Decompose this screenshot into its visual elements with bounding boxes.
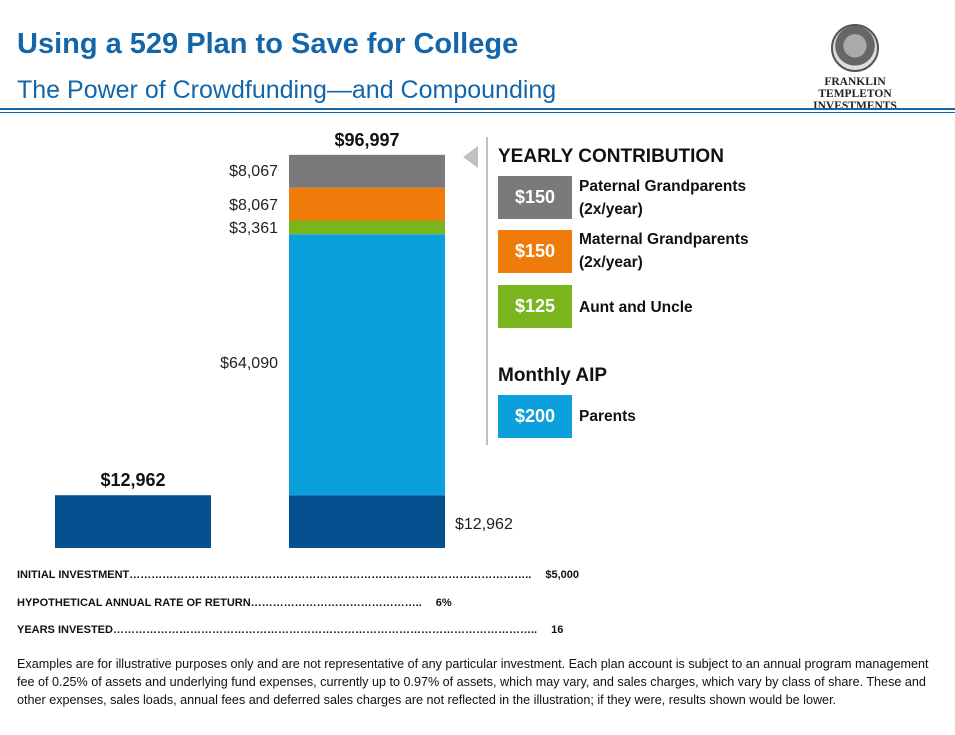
bar-segment bbox=[289, 187, 445, 221]
bar-segment bbox=[289, 154, 445, 188]
legend-label-aunt-uncle: Aunt and Uncle bbox=[579, 299, 693, 316]
legend-line: Paternal Grandparents bbox=[579, 178, 747, 195]
legend-swatch-aunt-uncle: $125 bbox=[498, 285, 572, 328]
fact-initial-investment: INITIAL INVESTMENT…………………………………………………………… bbox=[17, 569, 532, 581]
fact-years-invested: YEARS INVESTED……………………………………………………………………… bbox=[17, 624, 538, 636]
segment-label: $3,361 bbox=[229, 220, 278, 237]
legend-line: (2x/year) bbox=[579, 201, 643, 218]
legend-swatch-parents: $200 bbox=[498, 395, 572, 438]
fact-rate-of-return: HYPOTHETICAL ANNUAL RATE OF RETURN………………… bbox=[17, 597, 422, 609]
monthly-aip-title: Monthly AIP bbox=[498, 365, 608, 386]
legend-swatch-paternal: $150 bbox=[498, 176, 572, 219]
logo-line-1: FRANKLIN TEMPLETON bbox=[818, 76, 892, 100]
segment-label: $12,962 bbox=[455, 516, 513, 533]
bar-segment bbox=[289, 220, 445, 235]
yearly-contribution-title: YEARLY CONTRIBUTION bbox=[498, 146, 724, 167]
stacked-bar-chart: $12,962 $12,962 $64,090 $3,361 $8,067 $8,067 $… bbox=[55, 130, 513, 548]
fact-years-invested-value: 16 bbox=[551, 624, 564, 636]
segment-label: $64,090 bbox=[220, 355, 278, 372]
disclaimer: Examples are for illustrative purposes o… bbox=[17, 657, 929, 707]
legend-line: (2x/year) bbox=[579, 254, 643, 271]
bar-total-label: $96,997 bbox=[334, 130, 399, 150]
bar-segment bbox=[289, 495, 445, 548]
header-rule bbox=[0, 108, 955, 110]
fact-initial-investment-value: $5,000 bbox=[545, 569, 580, 581]
page-subtitle: The Power of Crowdfunding—and Compoundin… bbox=[17, 76, 557, 104]
legend-divider bbox=[486, 137, 488, 445]
fact-initial-investment-row: INITIAL INVESTMENT…………………………………………………………… bbox=[17, 568, 579, 582]
legend-label-maternal: Maternal Grandparents (2x/year) bbox=[579, 228, 749, 274]
bar-segment bbox=[55, 495, 211, 548]
fact-rate-of-return-value: 6% bbox=[435, 597, 452, 609]
pointer-triangle-icon bbox=[463, 146, 478, 168]
legend-swatch-maternal: $150 bbox=[498, 230, 572, 273]
legend-line: Maternal Grandparents bbox=[579, 231, 749, 248]
page-title: Using a 529 Plan to Save for College bbox=[17, 28, 519, 60]
bar-segment bbox=[289, 234, 445, 496]
fact-rate-of-return-row: HYPOTHETICAL ANNUAL RATE OF RETURN………………… bbox=[17, 596, 452, 610]
bar-total-label: $12,962 bbox=[100, 470, 165, 490]
segment-label: $8,067 bbox=[229, 163, 278, 180]
portrait-icon bbox=[831, 24, 879, 72]
fact-years-invested-row: YEARS INVESTED……………………………………………………………………… bbox=[17, 623, 563, 637]
segment-label: $8,067 bbox=[229, 197, 278, 214]
legend-label-parents: Parents bbox=[579, 408, 636, 425]
legend-label-paternal: Paternal Grandparents (2x/year) bbox=[579, 175, 746, 221]
header-rule-thin bbox=[0, 112, 955, 113]
